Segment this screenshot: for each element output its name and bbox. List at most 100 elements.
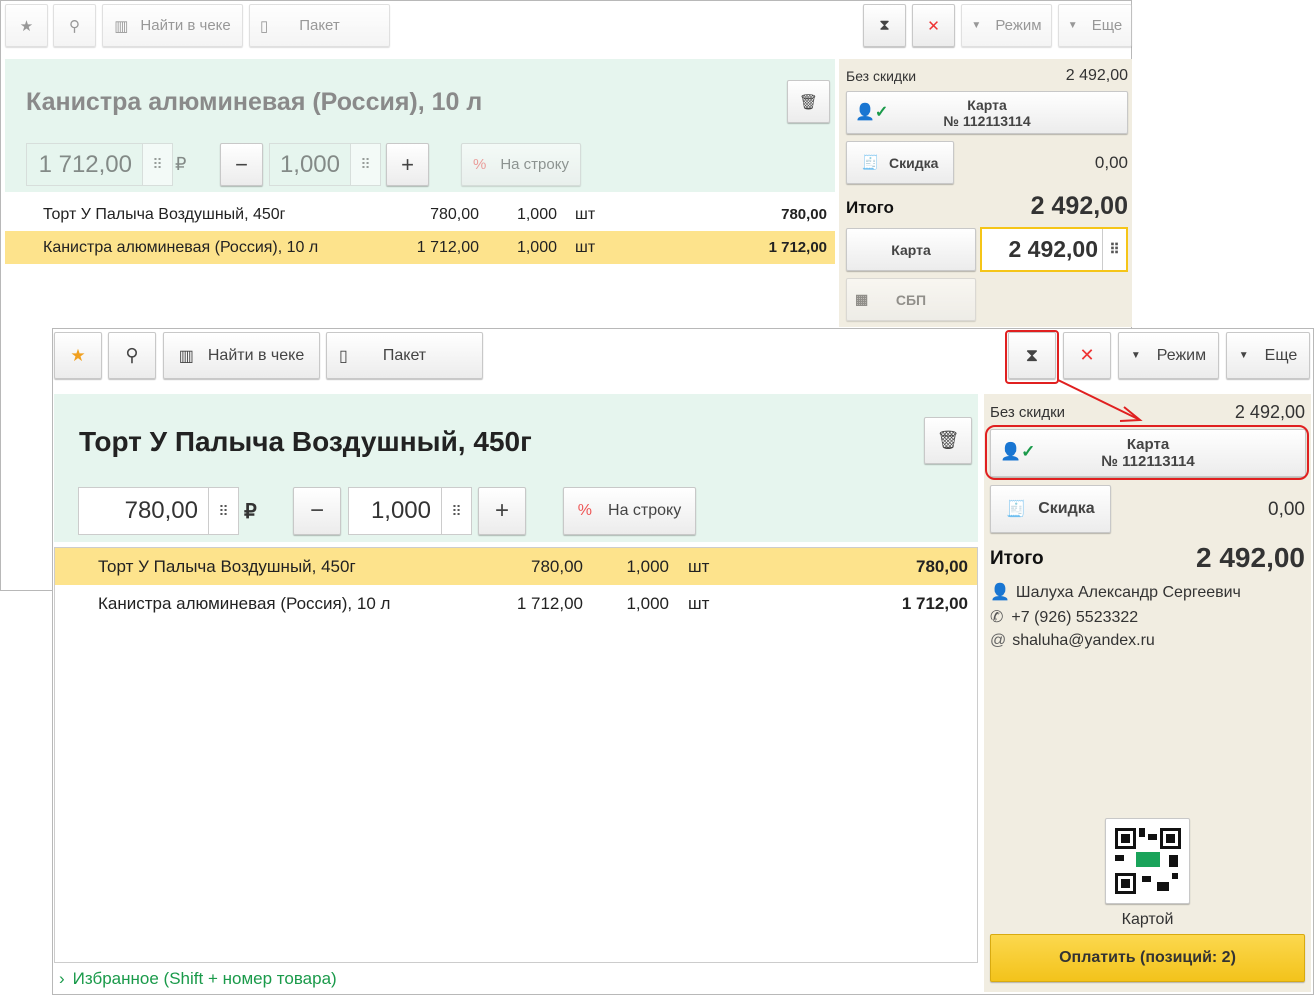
defer-button[interactable]: ⧗ bbox=[1008, 332, 1056, 379]
product-title: Торт У Палыча Воздушный, 450г bbox=[79, 426, 532, 457]
hourglass-icon: ⧗ bbox=[1025, 345, 1039, 365]
package-button[interactable]: ▯ Пакет bbox=[326, 332, 483, 379]
price-field[interactable]: 1 712,00 ⠿ bbox=[26, 143, 173, 186]
discount-button[interactable]: 🧾 Скидка bbox=[846, 141, 954, 184]
pay-card-button[interactable]: Карта bbox=[846, 228, 976, 271]
qr-code-icon bbox=[1114, 828, 1181, 894]
annotation-highlight-card bbox=[985, 425, 1309, 480]
barcode-icon: ▥ bbox=[114, 17, 129, 35]
product-title: Канистра алюминевая (Россия), 10 л bbox=[26, 88, 483, 116]
bag-icon: ▯ bbox=[260, 17, 269, 35]
star-icon: ★ bbox=[70, 345, 86, 365]
keypad-icon[interactable]: ⠿ bbox=[1102, 229, 1126, 270]
currency-label: ₽ bbox=[244, 501, 257, 523]
at-icon: @ bbox=[990, 632, 1007, 649]
mode-button[interactable]: ▼ Режим bbox=[961, 4, 1052, 47]
defer-button[interactable]: ⧗ bbox=[863, 4, 906, 47]
no-discount-value: 2 492,00 bbox=[1234, 402, 1305, 422]
chevron-down-icon: ▼ bbox=[1067, 20, 1078, 31]
keypad-icon[interactable]: ⠿ bbox=[441, 488, 471, 534]
trash-icon: 🗑 bbox=[798, 93, 819, 111]
discount-receipt-icon: 🧾 bbox=[1006, 501, 1027, 518]
table-row[interactable]: Торт У Палыча Воздушный, 450г 780,00 1,000… bbox=[55, 548, 977, 585]
side-panel: Без скидки 2 492,00 👤✓ Карта № 112113114 … bbox=[839, 59, 1132, 327]
close-icon: ✕ bbox=[927, 17, 940, 35]
bag-icon: ▯ bbox=[339, 347, 348, 365]
qty-field[interactable]: 1,000 ⠿ bbox=[269, 143, 381, 186]
receipt-table: Торт У Палыча Воздушный, 450г 780,00 1,000… bbox=[54, 547, 978, 963]
search-icon: ⚲ bbox=[125, 345, 139, 365]
increase-qty-button[interactable]: + bbox=[478, 487, 526, 535]
customer-name: 👤 Шалуха Александр Сергеевич bbox=[990, 584, 1241, 601]
pay-amount-field[interactable]: 2 492,00 ⠿ bbox=[980, 227, 1128, 272]
more-button[interactable]: ▼ Еще bbox=[1226, 332, 1310, 379]
percent-icon: % bbox=[473, 156, 487, 173]
delete-button[interactable]: 🗑 bbox=[924, 417, 972, 464]
person-icon: 👤 bbox=[990, 584, 1010, 601]
total-label: Итого bbox=[846, 198, 894, 217]
receipt-table: Торт У Палыча Воздушный, 450г 780,00 1,000… bbox=[5, 198, 835, 328]
currency-label: ₽ bbox=[175, 154, 187, 174]
delete-button[interactable]: 🗑 bbox=[787, 80, 830, 123]
trash-icon: 🗑 bbox=[936, 430, 960, 450]
cancel-button[interactable]: ✕ bbox=[1063, 332, 1111, 379]
loyalty-card-button[interactable]: 👤✓ Карта № 112113114 bbox=[846, 91, 1128, 134]
keypad-icon[interactable]: ⠿ bbox=[142, 144, 172, 185]
no-discount-label: Без скидки bbox=[990, 404, 1066, 421]
increase-qty-button[interactable]: + bbox=[386, 143, 429, 186]
decrease-qty-button[interactable]: − bbox=[293, 487, 341, 535]
customer-check-icon: 👤✓ bbox=[1000, 442, 1036, 461]
loyalty-card-button[interactable]: 👤✓ Карта № 112113114 bbox=[990, 429, 1306, 477]
find-in-receipt-button[interactable]: ▥ Найти в чеке bbox=[163, 332, 320, 379]
search-icon: ⚲ bbox=[69, 17, 80, 35]
discount-receipt-icon: 🧾 bbox=[861, 154, 880, 170]
discount-value: 0,00 bbox=[1268, 499, 1305, 520]
more-button[interactable]: ▼ Еще bbox=[1058, 4, 1132, 47]
qr-icon: ▦ bbox=[855, 291, 869, 307]
hourglass-icon: ⧗ bbox=[879, 17, 890, 34]
qty-field[interactable]: 1,000 ⠿ bbox=[348, 487, 472, 535]
keypad-icon[interactable]: ⠿ bbox=[208, 488, 238, 534]
no-discount-value: 2 492,00 bbox=[1065, 67, 1128, 84]
favorites-button[interactable]: ★ bbox=[5, 4, 48, 47]
discount-button[interactable]: 🧾 Скидка bbox=[990, 485, 1111, 533]
find-in-receipt-button[interactable]: ▥ Найти в чеке bbox=[102, 4, 243, 47]
qr-label: Картой bbox=[1121, 911, 1174, 928]
total-value: 2 492,00 bbox=[1030, 192, 1128, 220]
star-icon: ★ bbox=[19, 17, 34, 35]
chevron-down-icon: ▼ bbox=[1130, 350, 1141, 361]
chevron-down-icon: ▼ bbox=[1238, 350, 1249, 361]
close-icon: ✕ bbox=[1079, 345, 1095, 365]
cancel-button[interactable]: ✕ bbox=[912, 4, 955, 47]
phone-icon: ✆ bbox=[990, 609, 1004, 626]
customer-check-icon: 👤✓ bbox=[855, 104, 889, 121]
table-row[interactable]: Торт У Палыча Воздушный, 450г 780,00 1,000… bbox=[43, 206, 827, 223]
sbp-button[interactable]: ▦ СБП bbox=[846, 278, 976, 321]
favorites-button[interactable]: ★ bbox=[54, 332, 102, 379]
favorites-expander[interactable]: › Избранное (Shift + номер товара) bbox=[59, 969, 337, 988]
search-button[interactable]: ⚲ bbox=[108, 332, 156, 379]
line-discount-button[interactable]: % На строку bbox=[563, 487, 696, 535]
mode-button[interactable]: ▼ Режим bbox=[1118, 332, 1219, 379]
package-button[interactable]: ▯ Пакет bbox=[249, 4, 390, 47]
qr-card-payment-button[interactable] bbox=[1105, 818, 1190, 904]
total-label: Итого bbox=[990, 548, 1044, 569]
search-button[interactable]: ⚲ bbox=[53, 4, 96, 47]
chevron-right-icon: › bbox=[59, 969, 65, 988]
keypad-icon[interactable]: ⠿ bbox=[350, 144, 380, 185]
customer-phone: ✆ +7 (926) 5523322 bbox=[990, 609, 1139, 626]
pay-button[interactable]: Оплатить (позиций: 2) bbox=[990, 934, 1305, 982]
annotation-highlight-defer bbox=[1005, 330, 1059, 384]
line-discount-button[interactable]: % На строку bbox=[461, 143, 581, 186]
no-discount-label: Без скидки bbox=[846, 68, 917, 84]
price-field[interactable]: 780,00 ⠿ bbox=[78, 487, 239, 535]
percent-icon: % bbox=[577, 502, 593, 519]
front-window: ★ ⚲ ▥ Найти в чеке ▯ Пакет ⧗ ✕ ▼ Режим ▼ Еще… bbox=[52, 328, 1314, 995]
chevron-down-icon: ▼ bbox=[971, 20, 982, 31]
side-panel: Без скидки 2 492,00 👤✓ Карта № 112113114 … bbox=[984, 394, 1311, 992]
product-panel: Торт У Палыча Воздушный, 450г 🗑 780,00 ⠿ … bbox=[54, 394, 978, 542]
decrease-qty-button[interactable]: − bbox=[220, 143, 263, 186]
